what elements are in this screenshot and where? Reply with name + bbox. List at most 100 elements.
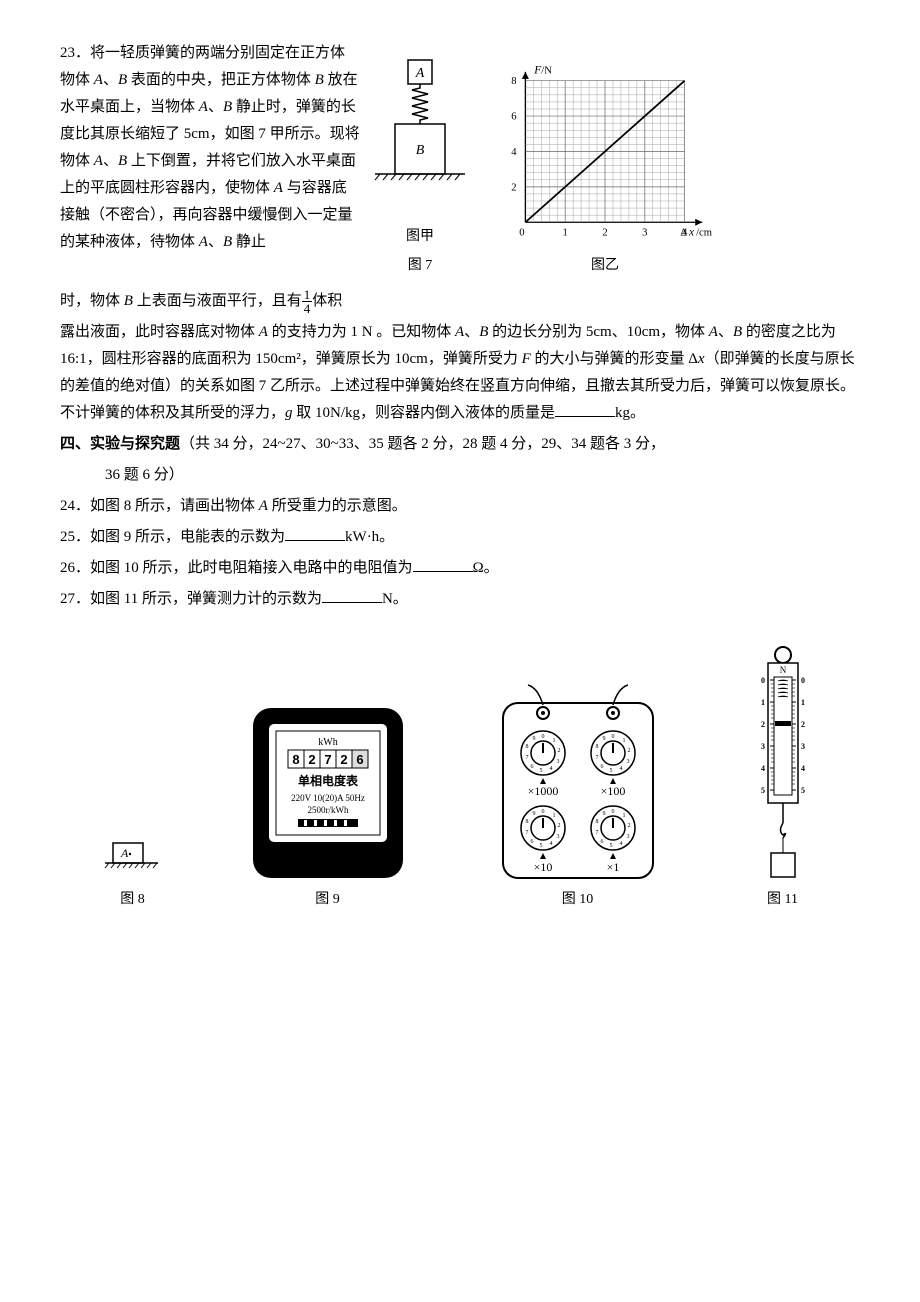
svg-text:kWh: kWh — [318, 737, 337, 748]
svg-text:N: N — [779, 665, 786, 675]
q23-f3: 的边长分别为 5cm、10cm，物体 — [488, 324, 708, 340]
question-25: 25．如图 9 所示，电能表的示数为kW·h。 — [60, 524, 860, 551]
svg-text:5: 5 — [609, 843, 612, 849]
svg-text:单相电度表: 单相电度表 — [297, 773, 358, 788]
svg-text:8: 8 — [595, 744, 598, 750]
q23-c3: 体积 — [312, 293, 342, 309]
question-23-text: 23．将一轻质弹簧的两端分别固定在正方体物体 A、B 表面的中央，把正方体物体 … — [60, 40, 360, 278]
frac-num: 1 — [302, 288, 313, 302]
q23-c1: 时，物体 — [60, 293, 124, 309]
svg-text:2: 2 — [602, 228, 607, 239]
question-23-figures: A B 图甲 图 7 — [370, 40, 720, 278]
svg-text:1: 1 — [552, 738, 555, 744]
svg-text:8: 8 — [511, 77, 516, 88]
q25-num: 25． — [60, 529, 90, 545]
q23-b5: B — [223, 234, 232, 250]
q23-b1: B — [118, 72, 127, 88]
svg-text:3: 3 — [626, 759, 629, 765]
svg-text:4: 4 — [761, 764, 765, 773]
figure-10: 01234 56789 01234 56789 — [493, 683, 663, 912]
svg-text:8: 8 — [292, 752, 299, 767]
svg-text:A: A — [120, 846, 129, 860]
svg-text:9: 9 — [532, 811, 535, 817]
question-23-row: 23．将一轻质弹簧的两端分别固定在正方体物体 A、B 表面的中央，把正方体物体 … — [60, 40, 860, 278]
svg-text:4: 4 — [511, 147, 517, 158]
q23-sep5: 、 — [464, 324, 479, 340]
q26-num: 26． — [60, 560, 90, 576]
q24-t1: 如图 8 所示，请画出物体 — [90, 498, 259, 514]
figures-row: A 图 8 kWh 8 2 7 2 6 — [60, 643, 860, 912]
question-26: 26．如图 10 所示，此时电阻箱接入电路中的电阻值为Ω。 — [60, 555, 860, 582]
svg-text:7: 7 — [324, 752, 331, 767]
figure-7-jia: A B 图甲 图 7 — [370, 40, 470, 278]
q23-g: g — [285, 405, 293, 421]
q23-b4: B — [118, 153, 127, 169]
q24-A: A — [259, 498, 268, 514]
svg-text:×1000: ×1000 — [527, 784, 558, 798]
section-paren: （共 34 分，24~27、30~33、35 题各 2 分，28 题 4 分，2… — [180, 436, 665, 452]
section-4-line2: 36 题 6 分） — [60, 462, 860, 489]
q23-f2: 的支持力为 1 N 。已知物体 — [268, 324, 455, 340]
figure-7-label: 图 7 — [408, 253, 433, 278]
svg-text:B: B — [416, 143, 425, 158]
svg-text:3: 3 — [642, 228, 647, 239]
q23-f5: 的大小与弹簧的形变量 Δ — [531, 351, 698, 367]
q23-a4: A — [274, 180, 283, 196]
svg-text:3: 3 — [556, 834, 559, 840]
q23-t8: 静止 — [232, 234, 266, 250]
q25-t1: 如图 9 所示，电能表的示数为 — [90, 529, 285, 545]
q23-a7: A — [455, 324, 464, 340]
svg-text:×10: ×10 — [533, 860, 552, 874]
svg-text:0: 0 — [801, 676, 805, 685]
q27-blank[interactable] — [322, 588, 382, 603]
svg-text:6: 6 — [511, 112, 516, 123]
q23-blank[interactable] — [555, 402, 615, 417]
figure-jia-label: 图甲 — [406, 224, 434, 249]
q23-sep1: 、 — [103, 72, 118, 88]
svg-text:2: 2 — [761, 720, 765, 729]
section-head: 四、实验与探究题 — [60, 436, 180, 452]
figure-8: A 图 8 — [103, 833, 163, 912]
svg-text:8: 8 — [595, 819, 598, 825]
svg-text:1: 1 — [761, 698, 765, 707]
svg-text:0: 0 — [541, 809, 544, 815]
q23-fulltext: 露出液面，此时容器底对物体 A 的支持力为 1 N 。已知物体 A、B 的边长分… — [60, 319, 860, 427]
energy-meter: kWh 8 2 7 2 6 单相电度表 220V 10(20)A 50Hz 25… — [248, 703, 408, 883]
figure-7-yi: F/N Δ x/cm 8 6 4 2 0 1 2 3 4 图乙 — [490, 63, 720, 278]
q23-c2: 上表面与液面平行，且有 — [133, 293, 302, 309]
svg-text:2: 2 — [627, 748, 630, 754]
svg-text:2500r/kWh: 2500r/kWh — [307, 805, 348, 815]
spring-block-diagram: A B — [370, 40, 470, 220]
svg-text:2: 2 — [511, 183, 516, 194]
q27-unit: N。 — [382, 591, 408, 607]
q23-unit: kg。 — [615, 405, 645, 421]
svg-text:0: 0 — [611, 809, 614, 815]
svg-text:4: 4 — [549, 841, 552, 847]
svg-text:5: 5 — [539, 843, 542, 849]
q24-num: 24． — [60, 498, 90, 514]
fig8-label: 图 8 — [120, 887, 145, 912]
svg-text:8: 8 — [525, 744, 528, 750]
svg-text:9: 9 — [532, 736, 535, 742]
svg-text:7: 7 — [525, 755, 528, 761]
frac-den: 4 — [302, 302, 313, 315]
q23-f1: 露出液面，此时容器底对物体 — [60, 324, 259, 340]
q23-f7: 取 10N/kg，则容器内倒入液体的质量是 — [293, 405, 556, 421]
fraction-1-4: 14 — [302, 288, 313, 315]
q25-blank[interactable] — [285, 526, 345, 541]
svg-text:1: 1 — [801, 698, 805, 707]
q23-a2: A — [199, 99, 208, 115]
q23-sep4: 、 — [208, 234, 223, 250]
svg-text:0: 0 — [761, 676, 765, 685]
svg-text:3: 3 — [761, 742, 765, 751]
svg-text:2: 2 — [557, 748, 560, 754]
q23-b2: B — [315, 72, 324, 88]
svg-text:x: x — [688, 227, 695, 239]
q23-b6: B — [124, 293, 133, 309]
svg-text:220V 10(20)A 50Hz: 220V 10(20)A 50Hz — [291, 793, 365, 803]
q23-sep6: 、 — [718, 324, 733, 340]
q26-blank[interactable] — [413, 557, 473, 572]
svg-text:1: 1 — [622, 813, 625, 819]
q23-a5: A — [199, 234, 208, 250]
svg-text:3: 3 — [801, 742, 805, 751]
